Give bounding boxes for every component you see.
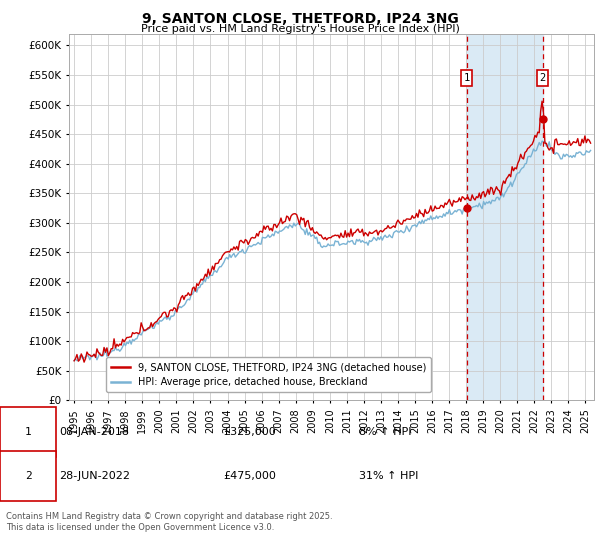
Text: 2: 2	[539, 73, 546, 83]
Text: 31% ↑ HPI: 31% ↑ HPI	[359, 472, 418, 481]
Text: £475,000: £475,000	[224, 472, 277, 481]
Legend: 9, SANTON CLOSE, THETFORD, IP24 3NG (detached house), HPI: Average price, detach: 9, SANTON CLOSE, THETFORD, IP24 3NG (det…	[106, 357, 431, 392]
Text: 28-JUN-2022: 28-JUN-2022	[59, 472, 130, 481]
Bar	[467, 34, 542, 400]
Text: 8% ↑ HPI: 8% ↑ HPI	[359, 427, 412, 437]
Text: 1: 1	[25, 427, 31, 437]
Text: Price paid vs. HM Land Registry's House Price Index (HPI): Price paid vs. HM Land Registry's House …	[140, 24, 460, 34]
Text: £325,000: £325,000	[224, 427, 277, 437]
Text: Contains HM Land Registry data © Crown copyright and database right 2025.
This d: Contains HM Land Registry data © Crown c…	[6, 512, 332, 532]
Text: 2: 2	[25, 472, 31, 481]
Text: 9, SANTON CLOSE, THETFORD, IP24 3NG: 9, SANTON CLOSE, THETFORD, IP24 3NG	[142, 12, 458, 26]
FancyBboxPatch shape	[0, 451, 56, 501]
Text: 08-JAN-2018: 08-JAN-2018	[59, 427, 129, 437]
Text: 1: 1	[464, 73, 470, 83]
FancyBboxPatch shape	[0, 407, 56, 457]
